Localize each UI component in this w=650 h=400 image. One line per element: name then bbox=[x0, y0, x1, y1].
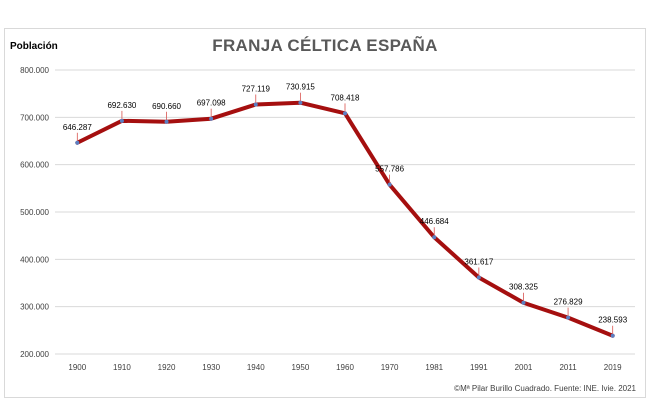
data-point bbox=[432, 235, 437, 240]
data-label: 361.617 bbox=[464, 258, 493, 267]
chart-title: FRANJA CÉLTICA ESPAÑA bbox=[212, 36, 438, 55]
data-point bbox=[298, 100, 303, 105]
data-label: 692.630 bbox=[107, 101, 136, 110]
x-tick-label: 1970 bbox=[381, 363, 399, 372]
x-tick-label: 1910 bbox=[113, 363, 131, 372]
x-tick-label: 1950 bbox=[291, 363, 309, 372]
data-point bbox=[209, 116, 214, 121]
x-tick-label: 1930 bbox=[202, 363, 220, 372]
data-label: 730.915 bbox=[286, 83, 315, 92]
data-label: 308.325 bbox=[509, 283, 538, 292]
y-tick-label: 400.000 bbox=[20, 255, 49, 264]
y-tick-label: 200.000 bbox=[20, 350, 49, 359]
data-point bbox=[119, 118, 124, 123]
x-tick-label: 1960 bbox=[336, 363, 354, 372]
y-tick-label: 600.000 bbox=[20, 161, 49, 170]
data-point bbox=[521, 300, 526, 305]
data-point bbox=[476, 275, 481, 280]
x-tick-label: 2011 bbox=[559, 363, 577, 372]
data-point bbox=[387, 182, 392, 187]
data-label: 238.593 bbox=[598, 316, 627, 325]
x-tick-label: 1991 bbox=[470, 363, 488, 372]
y-tick-label: 300.000 bbox=[20, 303, 49, 312]
data-label: 646.287 bbox=[63, 123, 92, 132]
data-point bbox=[164, 119, 169, 124]
x-tick-label: 1981 bbox=[425, 363, 443, 372]
data-point bbox=[343, 111, 347, 116]
data-point bbox=[566, 315, 571, 320]
y-axis-label: Población bbox=[10, 41, 58, 52]
data-label: 697.098 bbox=[197, 99, 226, 108]
data-label: 557.786 bbox=[375, 165, 404, 174]
chart-frame bbox=[4, 28, 646, 398]
data-label: 446.684 bbox=[420, 217, 449, 226]
x-tick-label: 1940 bbox=[247, 363, 265, 372]
x-tick-label: 1900 bbox=[68, 363, 86, 372]
x-tick-label: 1920 bbox=[158, 363, 176, 372]
source-note: ©Mª Pilar Burillo Cuadrado. Fuente: INE.… bbox=[454, 384, 636, 393]
data-point bbox=[75, 140, 80, 145]
data-label: 727.119 bbox=[242, 84, 271, 93]
y-tick-label: 800.000 bbox=[20, 66, 49, 75]
data-label: 690.660 bbox=[152, 102, 181, 111]
y-tick-label: 700.000 bbox=[20, 113, 49, 122]
y-tick-label: 500.000 bbox=[20, 208, 49, 217]
x-tick-label: 2001 bbox=[515, 363, 533, 372]
series-line bbox=[75, 100, 615, 338]
data-point bbox=[253, 102, 258, 107]
data-point bbox=[610, 333, 615, 338]
x-tick-label: 2019 bbox=[604, 363, 622, 372]
data-label: 708.418 bbox=[331, 93, 360, 102]
data-label: 276.829 bbox=[554, 298, 583, 307]
